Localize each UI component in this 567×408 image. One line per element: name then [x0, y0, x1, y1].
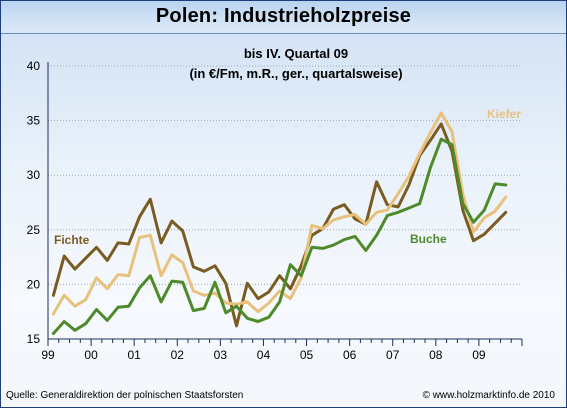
grid-layer — [48, 66, 522, 339]
x-tick-label: 07 — [386, 348, 400, 362]
x-tick-label: 01 — [128, 348, 142, 362]
source-note: Quelle: Generaldirektion der polnischen … — [6, 390, 243, 401]
x-tick-label: 00 — [84, 348, 98, 362]
y-tick-label: 20 — [27, 277, 41, 291]
x-tick-label: 05 — [300, 348, 314, 362]
x-tick-label: 04 — [257, 348, 271, 362]
chart-subtitle-line-1: bis IV. Quartal 09 — [244, 46, 348, 61]
series-label-buche: Buche — [410, 232, 447, 246]
y-tick-label: 15 — [27, 332, 41, 346]
series-layer — [53, 113, 505, 334]
series-line-kiefer — [53, 113, 505, 314]
x-tick-label: 99 — [41, 348, 55, 362]
y-tick-label: 35 — [27, 114, 41, 128]
x-tick-label: 02 — [171, 348, 185, 362]
x-tick-label: 08 — [429, 348, 443, 362]
series-label-kiefer: Kiefer — [487, 107, 521, 121]
y-tick-label: 30 — [27, 168, 41, 182]
axis-layer: 15 20 25 30 35 40 99 00 01 02 03 04 05 06 07 08 09 — [27, 59, 522, 362]
copyright-note: © www.holzmarktinfo.de 2010 — [423, 390, 555, 401]
x-tick-label: 06 — [343, 348, 357, 362]
chart-subtitle-line-2: (in €/Fm, m.R., ger., quartalsweise) — [189, 66, 402, 81]
y-tick-label: 40 — [27, 59, 41, 73]
series-line-fichte — [53, 124, 505, 326]
y-tick-label: 25 — [27, 223, 41, 237]
x-tick-label: 09 — [472, 348, 486, 362]
x-tick-label: 03 — [214, 348, 228, 362]
series-label-fichte: Fichte — [54, 233, 90, 247]
